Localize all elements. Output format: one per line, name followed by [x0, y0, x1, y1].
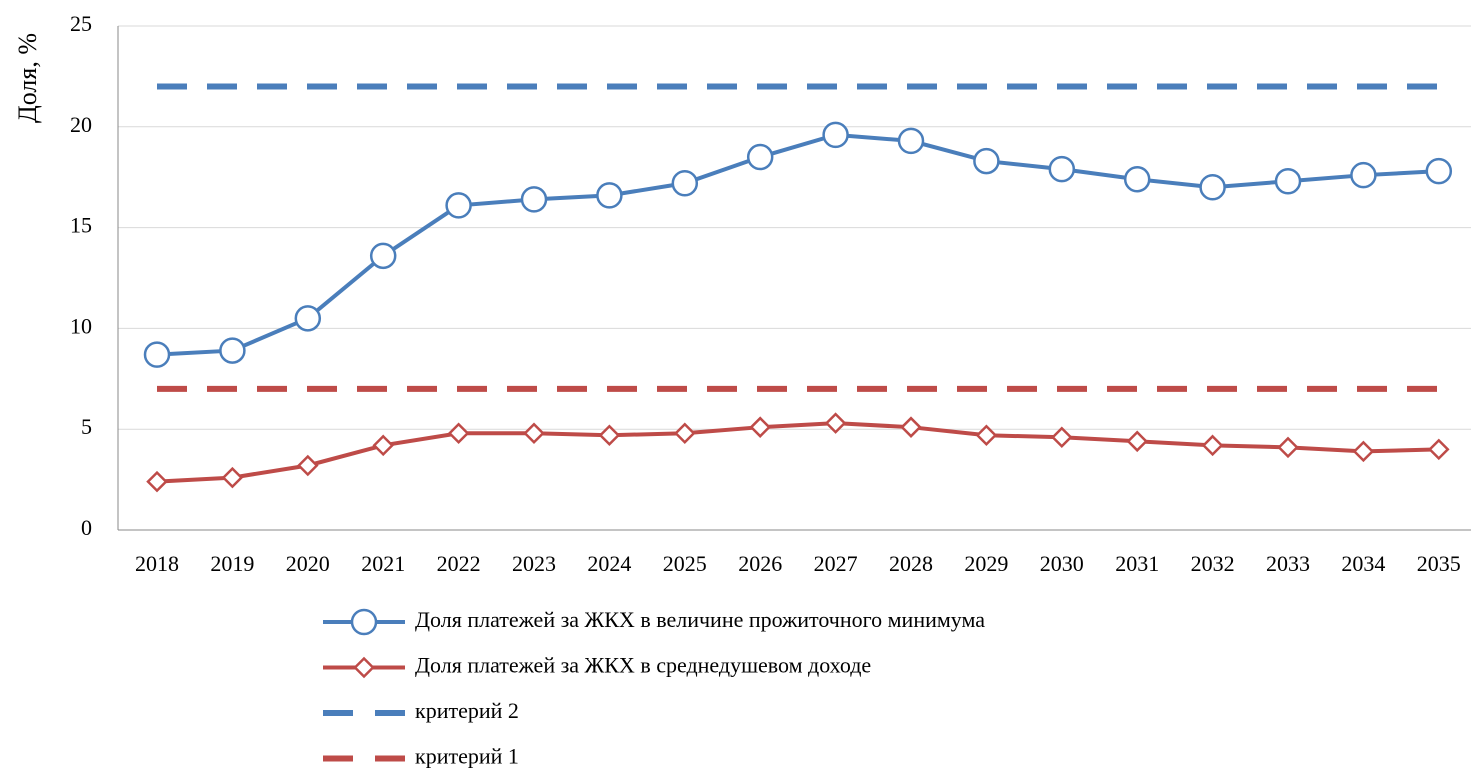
- point: [369, 242, 397, 270]
- point: [219, 337, 246, 364]
- x-tick-label: 2020: [286, 551, 330, 576]
- point: [749, 416, 771, 438]
- point: [294, 305, 322, 332]
- point: [1126, 430, 1148, 453]
- legend-marker: [350, 608, 378, 636]
- point: [1428, 438, 1450, 461]
- point: [671, 169, 699, 197]
- y-axis-label: Доля, %: [13, 33, 42, 123]
- point: [372, 434, 394, 457]
- x-tick-label: 2031: [1115, 551, 1159, 576]
- point: [445, 192, 472, 219]
- point: [1425, 157, 1453, 185]
- point: [1048, 155, 1076, 183]
- x-tick-label: 2033: [1266, 551, 1310, 576]
- y-tick-label: 15: [70, 213, 92, 238]
- x-tick-label: 2035: [1417, 551, 1461, 576]
- x-tick-label: 2027: [814, 551, 858, 576]
- point: [1199, 174, 1226, 201]
- legend-label: критерий 2: [415, 698, 519, 723]
- point: [1350, 161, 1377, 189]
- point: [1201, 434, 1224, 457]
- series-line: [156, 421, 1439, 484]
- x-tick-label: 2019: [210, 551, 254, 576]
- x-tick-label: 2028: [889, 551, 933, 576]
- point: [143, 341, 171, 368]
- point: [975, 424, 998, 447]
- point: [297, 454, 319, 477]
- point: [598, 424, 621, 447]
- x-tick-label: 2029: [964, 551, 1008, 576]
- x-tick-label: 2022: [437, 551, 481, 576]
- y-tick-label: 20: [70, 112, 92, 137]
- point: [973, 147, 1000, 175]
- point: [596, 182, 623, 209]
- legend-label: Доля платежей за ЖКХ в среднедушевом дох…: [415, 653, 871, 678]
- point: [1274, 167, 1302, 195]
- x-tick-label: 2034: [1341, 551, 1385, 576]
- x-tick-label: 2032: [1191, 551, 1235, 576]
- point: [523, 422, 545, 444]
- point: [900, 416, 922, 438]
- point: [146, 470, 168, 493]
- point: [824, 412, 847, 434]
- point: [897, 127, 925, 155]
- x-tick-label: 2025: [663, 551, 707, 576]
- legend-marker: [353, 656, 375, 679]
- point: [1123, 165, 1151, 193]
- x-tick-label: 2026: [738, 551, 782, 576]
- point: [1277, 436, 1299, 459]
- y-tick-label: 25: [70, 11, 92, 36]
- point: [674, 422, 696, 444]
- series-line: [156, 132, 1439, 357]
- x-tick-label: 2030: [1040, 551, 1084, 576]
- legend-label: Доля платежей за ЖКХ в величине прожиточ…: [415, 607, 985, 632]
- point: [447, 422, 470, 444]
- point: [1051, 426, 1073, 449]
- point: [1352, 440, 1375, 463]
- point: [746, 143, 774, 171]
- y-tick-label: 5: [81, 414, 92, 439]
- point: [520, 186, 548, 213]
- legend-label: критерий 1: [415, 744, 519, 769]
- point: [221, 466, 244, 489]
- x-tick-label: 2024: [587, 551, 631, 576]
- x-tick-label: 2021: [361, 551, 405, 576]
- x-tick-label: 2023: [512, 551, 556, 576]
- point: [822, 121, 849, 149]
- y-tick-label: 10: [70, 313, 92, 338]
- x-tick-label: 2018: [135, 551, 179, 576]
- y-tick-label: 0: [81, 515, 92, 540]
